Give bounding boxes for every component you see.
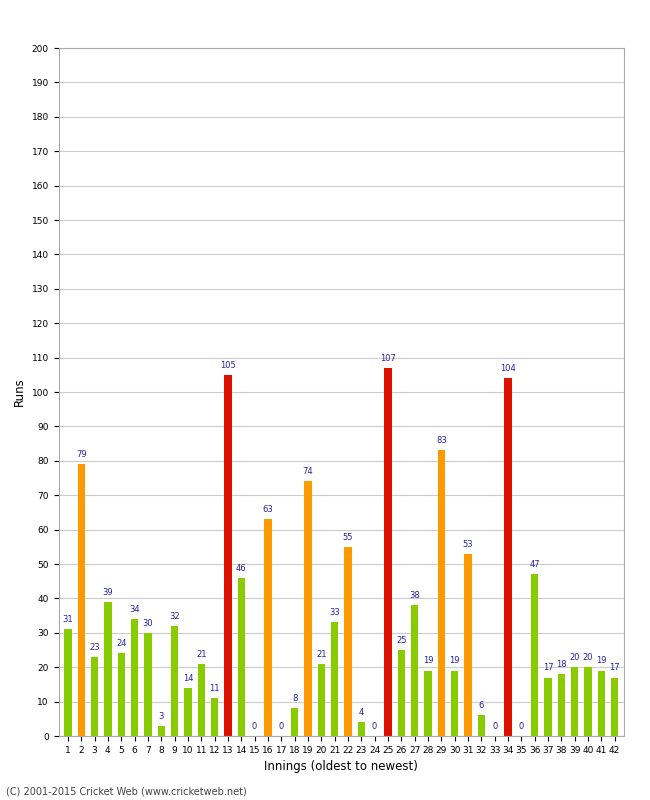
Text: 0: 0 [372,722,377,731]
Text: 30: 30 [142,618,153,628]
Bar [344,547,352,736]
Bar [544,678,552,736]
Text: 55: 55 [343,533,353,542]
Text: 17: 17 [543,663,553,672]
Text: 0: 0 [279,722,284,731]
Text: 17: 17 [609,663,620,672]
Text: 3: 3 [159,711,164,721]
Text: 20: 20 [569,653,580,662]
Text: 34: 34 [129,605,140,614]
Text: 23: 23 [89,642,100,652]
Bar [584,667,592,736]
Bar [91,657,98,736]
Text: 104: 104 [500,364,516,373]
Bar [531,574,538,736]
Text: 14: 14 [183,674,193,682]
Text: 4: 4 [359,708,364,717]
Bar [171,626,178,736]
Text: 19: 19 [596,657,606,666]
Bar [437,450,445,736]
Bar [224,374,231,736]
Bar [611,678,618,736]
Text: 53: 53 [463,539,473,549]
Text: 11: 11 [209,684,220,693]
Bar [464,554,472,736]
Bar [211,698,218,736]
Text: 19: 19 [449,657,460,666]
Bar [451,670,458,736]
Bar [131,619,138,736]
Text: 20: 20 [583,653,593,662]
Bar [304,482,311,736]
Text: 25: 25 [396,636,406,645]
Bar [331,622,338,736]
Text: 21: 21 [316,650,326,658]
Bar [558,674,565,736]
Bar [291,709,298,736]
Bar [384,368,391,736]
Bar [571,667,578,736]
Bar [597,670,605,736]
Text: 8: 8 [292,694,297,703]
Bar [118,654,125,736]
Bar [184,688,192,736]
Bar [318,664,325,736]
Y-axis label: Runs: Runs [13,378,26,406]
Text: 63: 63 [263,505,273,514]
Bar [77,464,85,736]
Text: 47: 47 [529,560,540,569]
Text: 105: 105 [220,361,236,370]
Text: 31: 31 [62,615,73,624]
Text: 6: 6 [478,701,484,710]
Bar [265,519,272,736]
Text: 83: 83 [436,436,447,446]
Bar [237,578,245,736]
Text: 0: 0 [252,722,257,731]
Bar [198,664,205,736]
Bar [104,602,112,736]
Bar [504,378,512,736]
Bar [144,633,151,736]
Text: 19: 19 [422,657,433,666]
Text: 46: 46 [236,563,246,573]
Text: 74: 74 [303,467,313,476]
Text: 39: 39 [103,588,113,597]
Text: 32: 32 [169,612,180,621]
Text: 79: 79 [76,450,86,459]
Bar [424,670,432,736]
Text: 33: 33 [329,608,340,618]
Bar [64,630,72,736]
X-axis label: Innings (oldest to newest): Innings (oldest to newest) [265,760,418,774]
Text: 24: 24 [116,639,127,648]
Bar [411,606,418,736]
Text: 38: 38 [410,591,420,600]
Text: 107: 107 [380,354,396,362]
Bar [358,722,365,736]
Bar [478,715,485,736]
Text: 0: 0 [492,722,497,731]
Text: 0: 0 [519,722,524,731]
Text: 18: 18 [556,660,567,669]
Bar [157,726,165,736]
Text: (C) 2001-2015 Cricket Web (www.cricketweb.net): (C) 2001-2015 Cricket Web (www.cricketwe… [6,786,247,796]
Text: 21: 21 [196,650,207,658]
Bar [398,650,405,736]
